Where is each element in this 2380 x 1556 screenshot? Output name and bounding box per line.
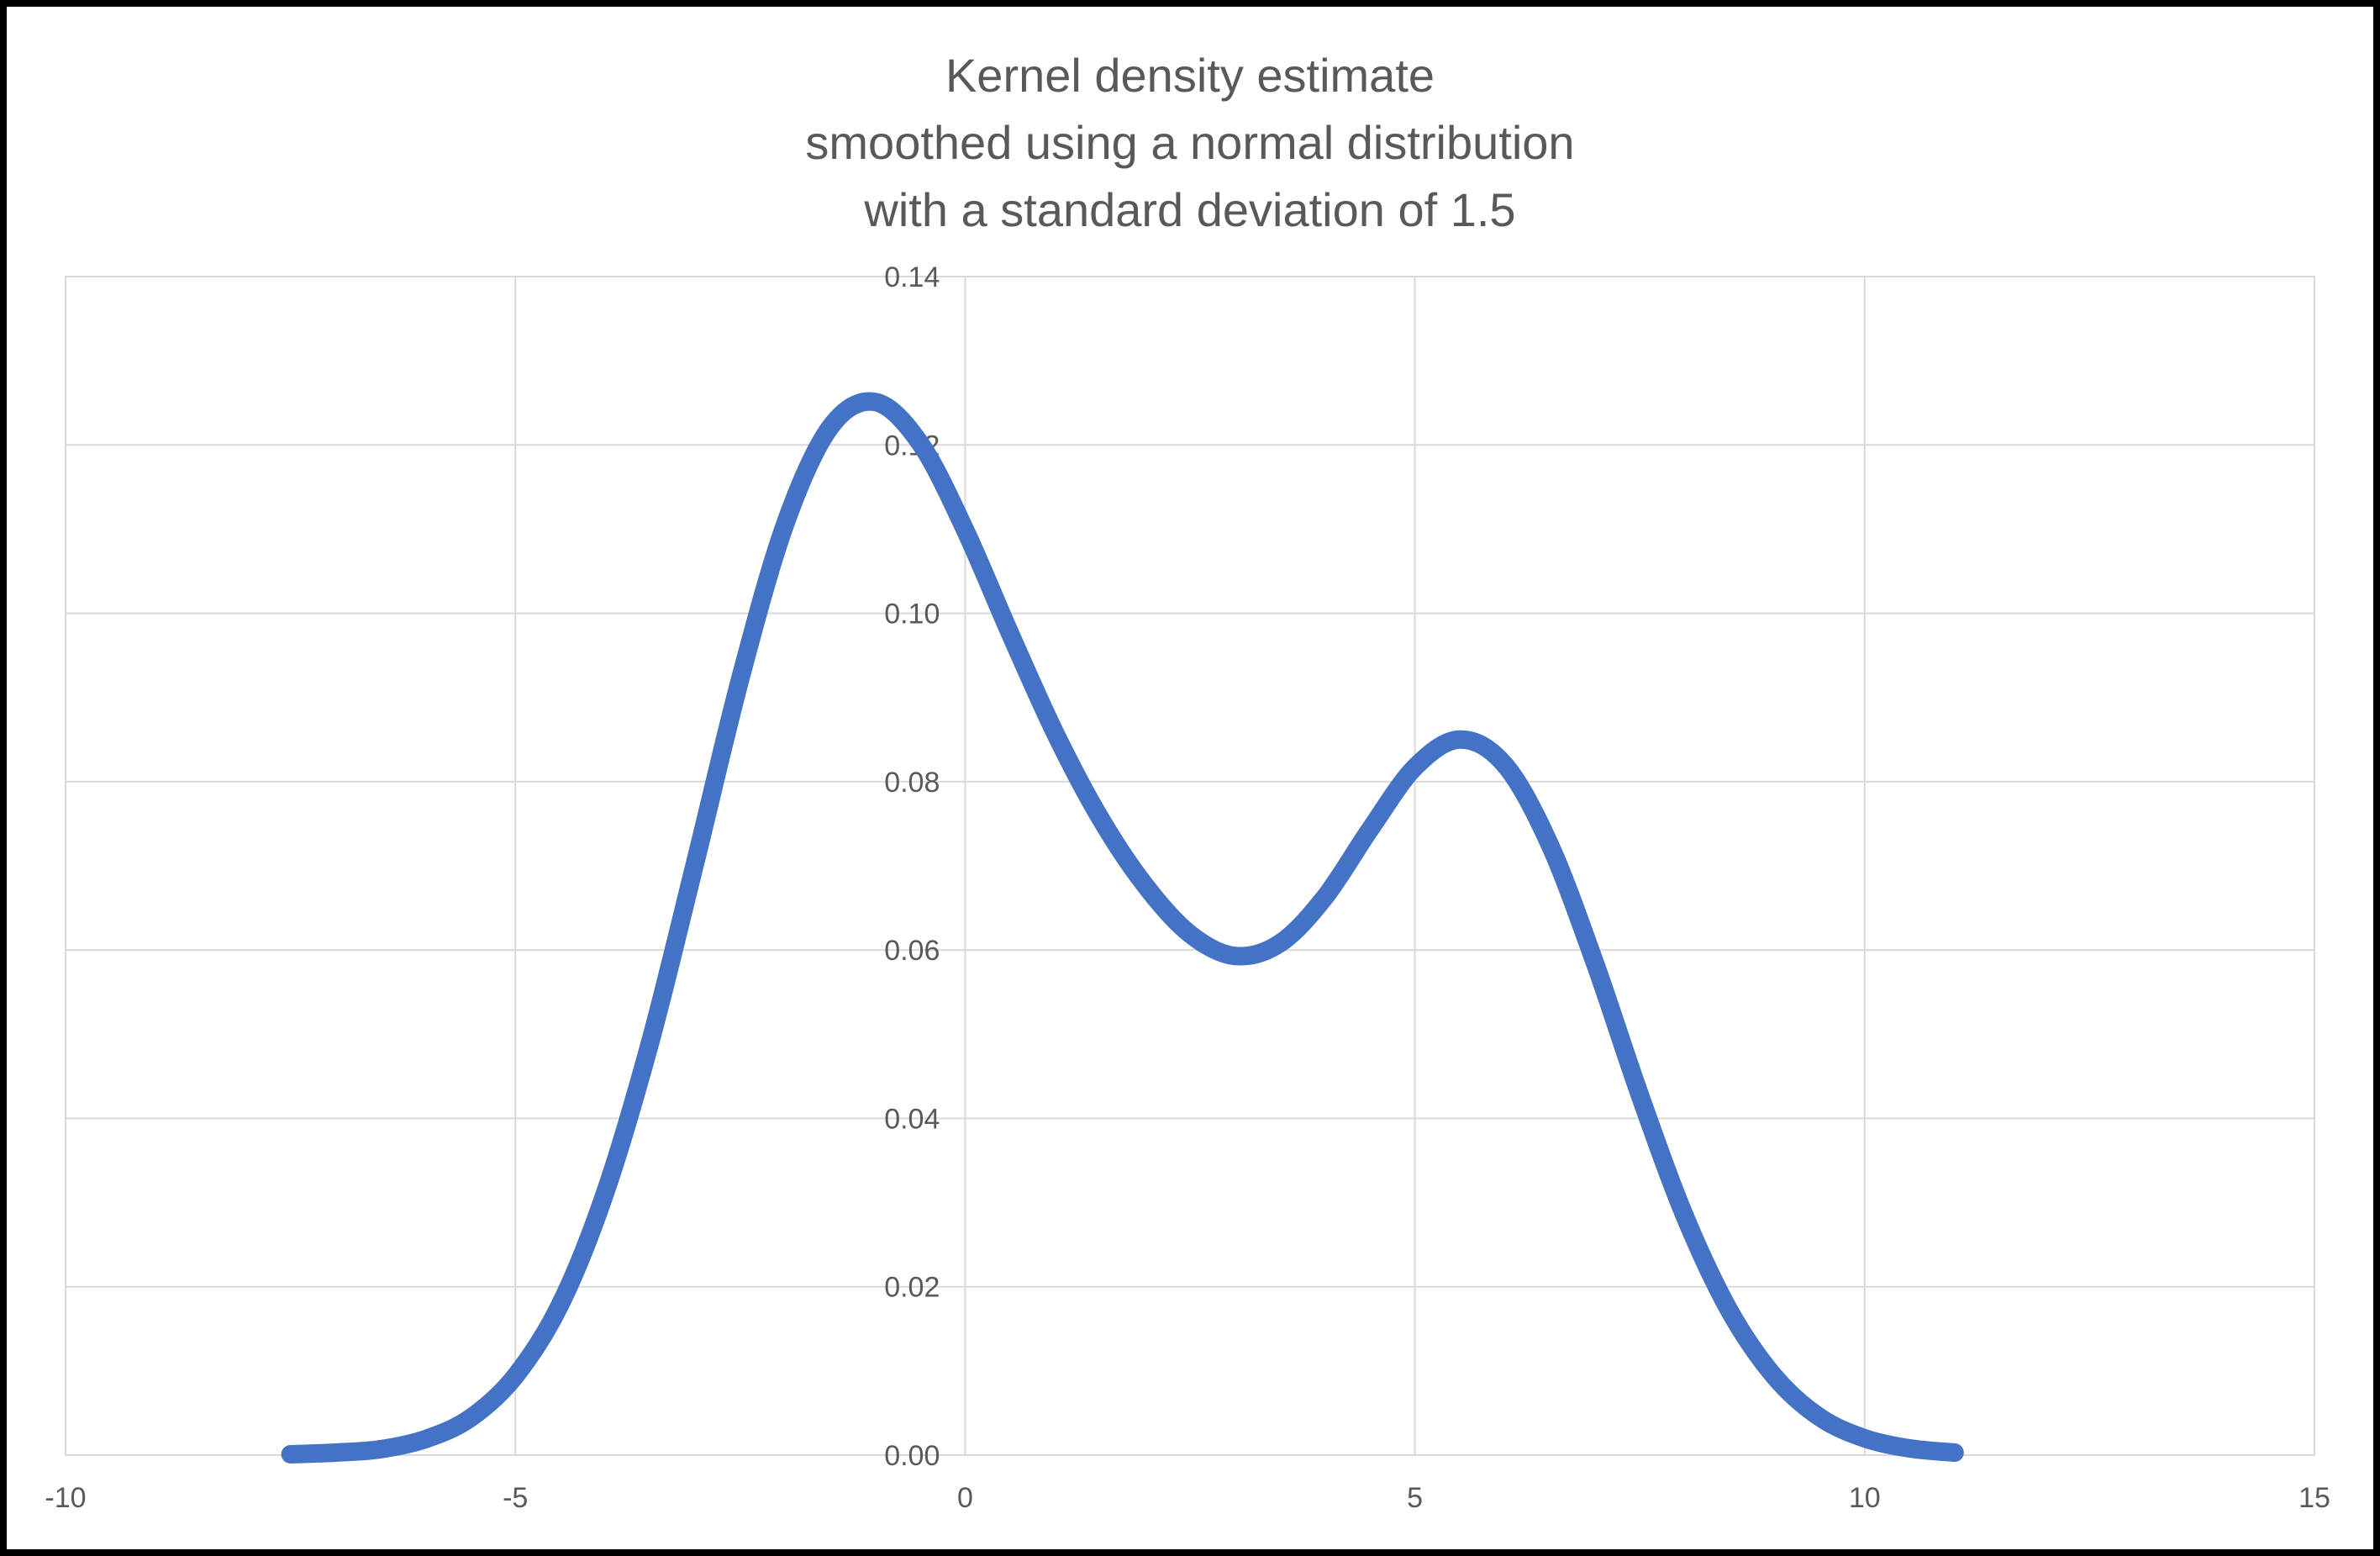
plot-border (65, 276, 2315, 1456)
chart-title-line-2: smoothed using a normal distribution (805, 116, 1575, 169)
x-axis-tick-label: -10 (45, 1482, 86, 1514)
y-axis-tick-label: 0.08 (884, 767, 940, 799)
kde-curve (281, 392, 1964, 1464)
y-axis-tick-label: 0.14 (884, 261, 940, 293)
x-axis-tick-label: -5 (503, 1482, 528, 1514)
x-axis-tick-label: 5 (1407, 1482, 1423, 1514)
chart-title: Kernel density estimate smoothed using a… (7, 42, 2373, 244)
y-axis-tick-label: 0.00 (884, 1440, 940, 1472)
y-axis-tick-label: 0.02 (884, 1272, 940, 1304)
plot-area: 0.000.020.040.060.080.100.120.14-10 -5 0 5 1… (45, 261, 2330, 1514)
x-axis-tick-label: 15 (2298, 1482, 2330, 1514)
y-axis-tick-label: 0.04 (884, 1103, 940, 1135)
y-axis-tick-label: 0.10 (884, 599, 940, 630)
y-axis-tick-label: 0.06 (884, 935, 940, 967)
x-axis-tick-label: 10 (1849, 1482, 1881, 1514)
chart-title-line-3: with a standard deviation of 1.5 (864, 183, 1516, 236)
x-axis-tick-label: 0 (957, 1482, 973, 1514)
chart-title-line-1: Kernel density estimate (945, 49, 1435, 102)
